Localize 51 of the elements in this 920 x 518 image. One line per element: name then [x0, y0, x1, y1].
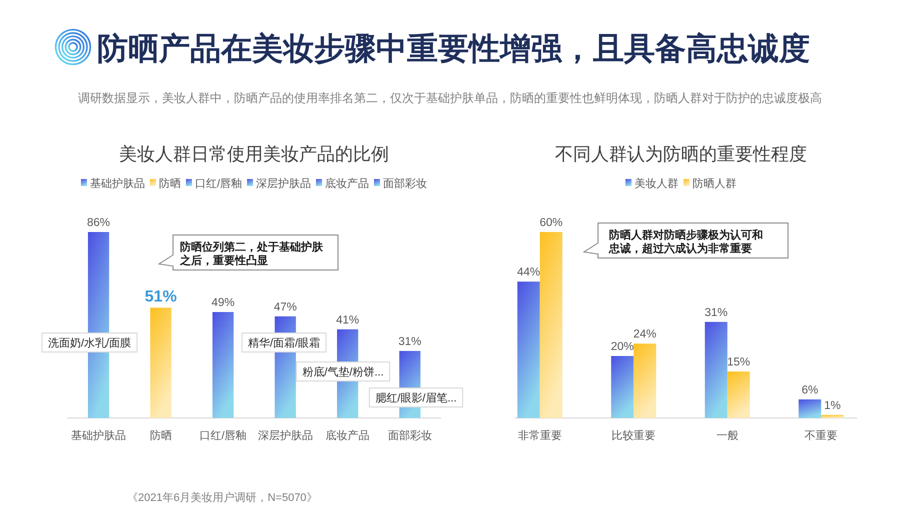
- data-label: 47%: [274, 301, 297, 314]
- data-label: 31%: [398, 336, 422, 348]
- bar: [821, 414, 844, 418]
- text: 调研数据显示，美妆人群中，防晒产品的使用率排名第二，仅次于基础护肤单品，防晒的重要性也鲜明体现，防晒人群对于防护的忠诚度极高: [78, 91, 822, 105]
- data-label: 60%: [540, 217, 563, 229]
- x-tick-label: 面部彩妆: [388, 428, 432, 442]
- data-label: 24%: [633, 328, 656, 341]
- bar: [727, 372, 750, 418]
- data-label: 20%: [610, 341, 634, 353]
- chart-title: 不同人群认为防晒的重要性程度: [555, 144, 807, 164]
- x-tick-label: 不重要: [804, 428, 838, 442]
- data-label: 49%: [212, 297, 235, 310]
- annotation: 腮红/眼影/眉笔...: [375, 392, 457, 404]
- data-label: 51%: [144, 288, 177, 306]
- data-label: 6%: [802, 384, 818, 396]
- x-tick-label: 防晒: [150, 428, 172, 442]
- legend-label: 底妆产品: [325, 177, 370, 190]
- annotation: 精华/面霜/眼霜: [248, 338, 320, 350]
- data-label: 15%: [727, 356, 750, 368]
- legend-label: 面部彩妆: [383, 177, 428, 190]
- data-label: 1%: [824, 400, 841, 412]
- legend-label: 基础护肤品: [90, 177, 145, 190]
- x-tick-label: 比较重要: [612, 428, 656, 442]
- legend-label: 防晒: [158, 177, 181, 190]
- x-tick-label: 口红/唇釉: [200, 428, 247, 442]
- data-label: 31%: [704, 306, 728, 319]
- annotation: 洗面奶/水乳/面膜: [48, 336, 132, 350]
- bar: [634, 344, 656, 418]
- annotation: 防晒位列第二，处于基础护肤之后，重要性凸显: [179, 240, 324, 267]
- chart-title: 美妆人群日常使用美妆产品的比例: [119, 144, 389, 164]
- x-tick-label: 底妆产品: [326, 428, 370, 442]
- legend-label: 美妆人群: [634, 177, 678, 190]
- bar: [704, 322, 728, 418]
- x-tick-label: 深层护肤品: [258, 428, 313, 442]
- bar: [540, 232, 562, 418]
- bar: [611, 356, 634, 418]
- legend-label: 防晒人群: [692, 177, 736, 190]
- x-tick-label: 基础护肤品: [71, 428, 126, 442]
- bar: [798, 399, 822, 418]
- text: 防晒产品在美妆步骤中重要性增强，且具备高忠诚度: [97, 31, 810, 66]
- data-label: 86%: [87, 217, 110, 229]
- annotation: 粉底/气垫/粉饼...: [302, 366, 384, 378]
- legend-label: 深层护肤品: [256, 177, 312, 190]
- bar: [517, 282, 540, 418]
- data-label: 44%: [517, 266, 540, 279]
- data-label: 41%: [336, 314, 360, 326]
- x-tick-label: 一般: [716, 430, 738, 442]
- annotation: 防晒人群对防晒步骤极为认可和忠诚，超过六成认为非常重要: [608, 228, 763, 255]
- text: 《2021年6月美妆用户调研，N=5070》: [127, 491, 318, 504]
- x-tick-label: 非常重要: [518, 428, 562, 442]
- legend-label: 口红/唇釉: [194, 177, 242, 190]
